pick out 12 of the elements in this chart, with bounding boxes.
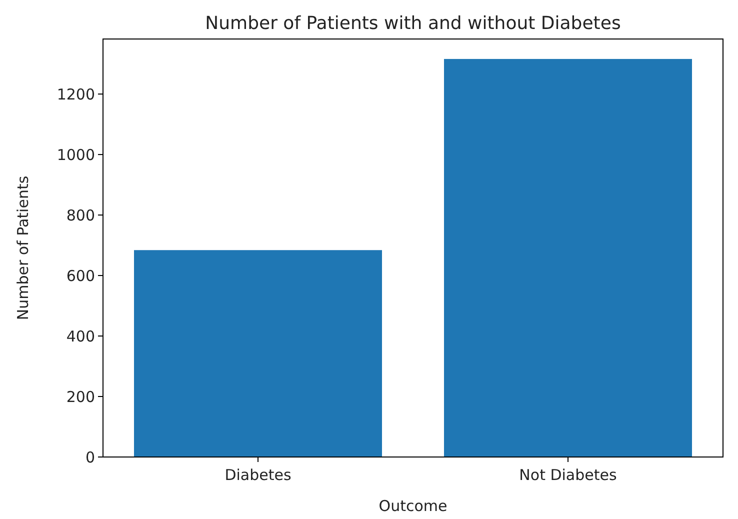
y-tick-label: 200 (66, 388, 95, 406)
x-tick-label: Not Diabetes (519, 466, 617, 484)
y-tick-label: 600 (66, 266, 95, 285)
y-tick-label: 1000 (56, 146, 95, 164)
y-tick-label: 400 (66, 327, 95, 346)
y-tick-label: 1200 (56, 85, 95, 104)
y-tick-label: 800 (66, 206, 95, 224)
x-axis-title: Outcome (378, 497, 448, 515)
y-axis-title: Number of Patients (14, 176, 32, 320)
x-tick-label: Diabetes (224, 466, 292, 484)
chart-title: Number of Patients with and without Diabetes (205, 13, 621, 34)
y-tick-label: 0 (85, 448, 95, 466)
